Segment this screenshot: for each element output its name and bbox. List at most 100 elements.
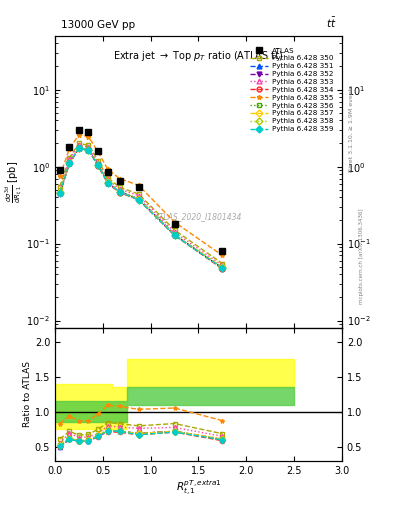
Pythia 6.428 359 — [136, 197, 141, 203]
Pythia 6.428 354 — [96, 162, 101, 168]
Pythia 6.428 351 — [172, 232, 177, 238]
Pythia 6.428 357 — [172, 232, 177, 238]
ATLAS — [117, 178, 122, 184]
Line: Pythia 6.428 354: Pythia 6.428 354 — [57, 146, 225, 271]
Pythia 6.428 350 — [77, 140, 81, 146]
Pythia 6.428 356 — [86, 146, 91, 153]
Text: Rivet 3.1.10, ≥ 1.9M events: Rivet 3.1.10, ≥ 1.9M events — [349, 84, 354, 172]
Pythia 6.428 358 — [57, 189, 62, 196]
Pythia 6.428 358 — [117, 189, 122, 195]
Pythia 6.428 359 — [57, 189, 62, 196]
Pythia 6.428 354 — [117, 189, 122, 196]
Pythia 6.428 353 — [57, 187, 62, 193]
Pythia 6.428 351 — [86, 147, 91, 153]
Pythia 6.428 353 — [77, 142, 81, 148]
ATLAS — [86, 129, 91, 135]
Pythia 6.428 352 — [220, 265, 225, 271]
Pythia 6.428 353 — [96, 160, 101, 166]
Pythia 6.428 357 — [96, 162, 101, 168]
Text: $t\bar{t}$: $t\bar{t}$ — [326, 16, 336, 30]
ATLAS — [57, 167, 62, 173]
Pythia 6.428 359 — [220, 265, 225, 271]
Pythia 6.428 354 — [172, 232, 177, 239]
Pythia 6.428 352 — [172, 232, 177, 238]
Pythia 6.428 356 — [105, 179, 110, 185]
Pythia 6.428 359 — [172, 232, 177, 239]
Pythia 6.428 351 — [220, 265, 225, 271]
ATLAS — [105, 169, 110, 175]
Legend: ATLAS, Pythia 6.428 350, Pythia 6.428 351, Pythia 6.428 352, Pythia 6.428 353, P: ATLAS, Pythia 6.428 350, Pythia 6.428 35… — [248, 45, 336, 134]
Pythia 6.428 358 — [67, 160, 72, 166]
Pythia 6.428 352 — [117, 189, 122, 195]
ATLAS — [77, 127, 81, 133]
ATLAS — [67, 144, 72, 150]
Pythia 6.428 354 — [77, 145, 81, 152]
Pythia 6.428 359 — [105, 180, 110, 186]
Text: Extra jet $\rightarrow$ Top $p_T$ ratio (ATLAS t$\bar{t}$): Extra jet $\rightarrow$ Top $p_T$ ratio … — [113, 48, 284, 63]
Pythia 6.428 350 — [117, 184, 122, 190]
Pythia 6.428 353 — [117, 186, 122, 192]
Y-axis label: Ratio to ATLAS: Ratio to ATLAS — [23, 361, 32, 428]
Pythia 6.428 351 — [67, 160, 72, 166]
Pythia 6.428 351 — [57, 190, 62, 197]
Pythia 6.428 350 — [67, 155, 72, 161]
Pythia 6.428 351 — [105, 180, 110, 186]
Pythia 6.428 355 — [105, 166, 110, 172]
Pythia 6.428 354 — [105, 180, 110, 186]
Pythia 6.428 350 — [172, 227, 177, 233]
Pythia 6.428 355 — [172, 219, 177, 225]
Pythia 6.428 358 — [136, 197, 141, 203]
Line: Pythia 6.428 353: Pythia 6.428 353 — [57, 143, 225, 268]
Pythia 6.428 355 — [77, 132, 81, 138]
Pythia 6.428 357 — [57, 189, 62, 195]
Pythia 6.428 352 — [105, 180, 110, 186]
Pythia 6.428 354 — [136, 197, 141, 203]
Pythia 6.428 351 — [136, 196, 141, 202]
Pythia 6.428 353 — [105, 177, 110, 183]
Pythia 6.428 357 — [67, 160, 72, 166]
Pythia 6.428 355 — [67, 146, 72, 152]
ATLAS — [172, 221, 177, 227]
Text: mcplots.cern.ch [arXiv:1306.3436]: mcplots.cern.ch [arXiv:1306.3436] — [359, 208, 364, 304]
Pythia 6.428 356 — [67, 160, 72, 166]
Pythia 6.428 359 — [86, 147, 91, 153]
Pythia 6.428 354 — [57, 190, 62, 197]
Pythia 6.428 357 — [86, 146, 91, 153]
Pythia 6.428 358 — [105, 180, 110, 186]
Pythia 6.428 359 — [77, 145, 81, 151]
Pythia 6.428 357 — [136, 196, 141, 202]
Pythia 6.428 353 — [86, 144, 91, 150]
Pythia 6.428 351 — [117, 189, 122, 195]
Pythia 6.428 357 — [77, 144, 81, 151]
Pythia 6.428 359 — [96, 162, 101, 168]
Pythia 6.428 350 — [57, 183, 62, 189]
Pythia 6.428 350 — [105, 175, 110, 181]
Pythia 6.428 353 — [172, 229, 177, 236]
Pythia 6.428 354 — [86, 147, 91, 154]
Pythia 6.428 352 — [67, 160, 72, 166]
Line: Pythia 6.428 357: Pythia 6.428 357 — [57, 145, 225, 270]
Pythia 6.428 353 — [220, 262, 225, 268]
Pythia 6.428 356 — [57, 189, 62, 195]
ATLAS — [220, 248, 225, 254]
Text: ATLAS_2020_I1801434: ATLAS_2020_I1801434 — [155, 212, 242, 222]
Line: Pythia 6.428 352: Pythia 6.428 352 — [57, 145, 225, 270]
Pythia 6.428 356 — [136, 196, 141, 202]
Line: ATLAS: ATLAS — [57, 127, 225, 254]
Pythia 6.428 352 — [96, 162, 101, 168]
Pythia 6.428 351 — [96, 162, 101, 168]
Pythia 6.428 350 — [86, 142, 91, 148]
Pythia 6.428 356 — [77, 144, 81, 151]
Pythia 6.428 357 — [105, 179, 110, 185]
Pythia 6.428 350 — [96, 157, 101, 163]
Line: Pythia 6.428 358: Pythia 6.428 358 — [57, 145, 225, 270]
Pythia 6.428 354 — [220, 266, 225, 272]
Line: Pythia 6.428 356: Pythia 6.428 356 — [57, 145, 225, 270]
X-axis label: $R_{t,1}^{pT,extra1}$: $R_{t,1}^{pT,extra1}$ — [176, 478, 221, 498]
Pythia 6.428 358 — [220, 265, 225, 271]
Text: 13000 GeV pp: 13000 GeV pp — [61, 20, 135, 30]
Y-axis label: $\frac{d\sigma^{3d}}{dR_{t,1}}$ [pb]: $\frac{d\sigma^{3d}}{dR_{t,1}}$ [pb] — [3, 161, 24, 203]
Pythia 6.428 359 — [67, 160, 72, 166]
Pythia 6.428 351 — [77, 145, 81, 151]
Pythia 6.428 359 — [117, 189, 122, 195]
